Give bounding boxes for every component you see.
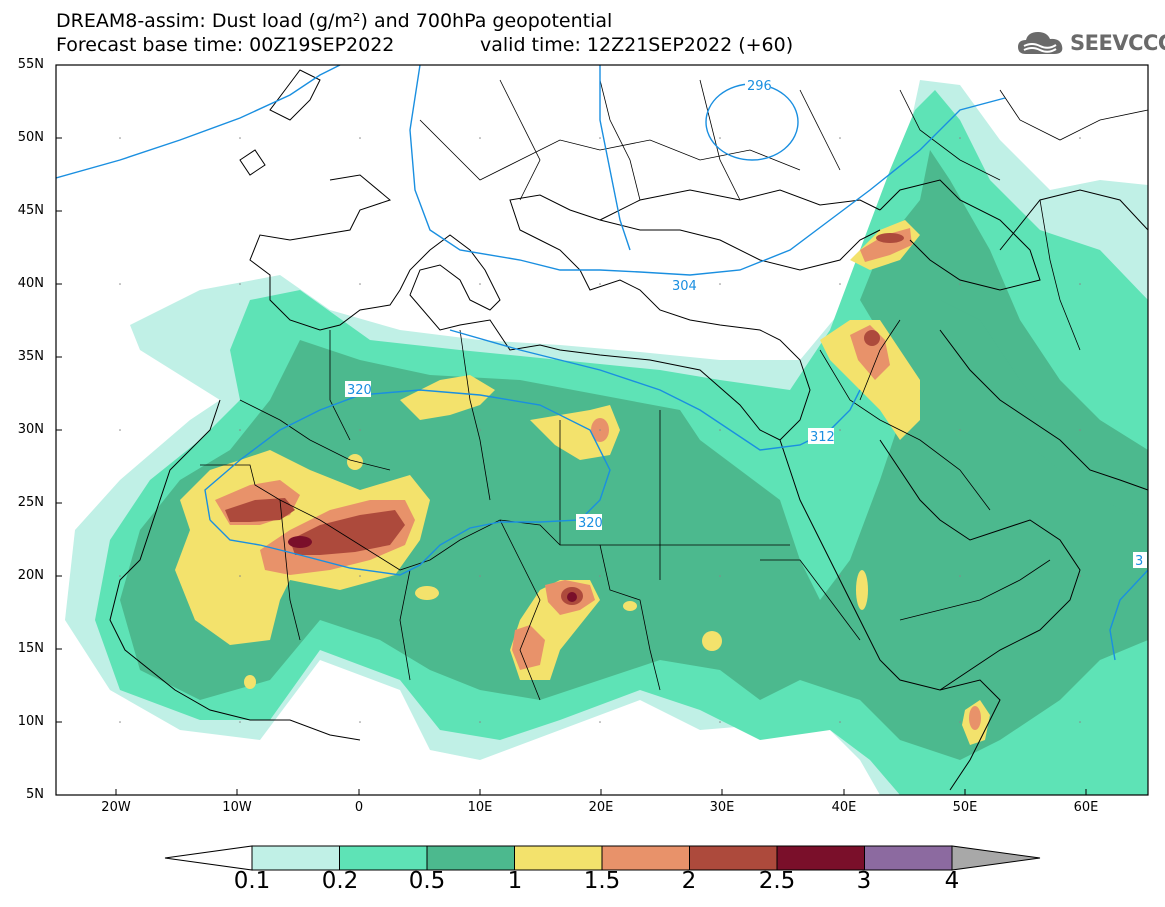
lon-label-20e: 20E — [588, 800, 614, 815]
contour-labels: 296 304 312 320 320 3 — [345, 77, 1147, 569]
colorbar-label-0-5: 0.5 — [408, 868, 446, 894]
colorbar-label-0-2: 0.2 — [321, 868, 359, 894]
contour-label-296: 296 — [747, 79, 772, 94]
contour-label-edge: 3 — [1135, 554, 1143, 569]
colorbar-label-2-5: 2.5 — [758, 868, 796, 894]
lat-label-5n: 5N — [26, 787, 44, 802]
colorbar-label-1-5: 1.5 — [583, 868, 621, 894]
lat-label-30n: 30N — [17, 422, 44, 437]
colorbar-label-1: 1 — [507, 868, 523, 894]
lon-label-40e: 40E — [831, 800, 857, 815]
coastlines — [109, 69, 1148, 791]
lon-label-60e: 60E — [1073, 800, 1099, 815]
colorbar-label-2: 2 — [681, 868, 697, 894]
lon-label-50e: 50E — [952, 800, 978, 815]
colorbar-label-4: 4 — [944, 868, 960, 894]
lon-label-10w: 10W — [222, 800, 252, 815]
lat-label-50n: 50N — [17, 130, 44, 145]
contour-label-320-north: 320 — [347, 383, 372, 398]
lat-label-15n: 15N — [17, 641, 44, 656]
lat-label-20n: 20N — [17, 568, 44, 583]
map-title: DREAM8-assim: Dust load (g/m²) and 700hP… — [56, 10, 613, 32]
lon-label-30e: 30E — [709, 800, 735, 815]
dust-region-dark-east — [940, 300, 1148, 520]
lon-label-0: 0 — [354, 800, 364, 815]
lat-label-40n: 40N — [17, 276, 44, 291]
lat-label-55n: 55N — [17, 57, 44, 72]
dust-region-dark — [120, 150, 1148, 760]
colorbar-label-0-1: 0.1 — [233, 868, 271, 894]
contour-label-304: 304 — [672, 279, 697, 294]
contour-label-320-south: 320 — [578, 516, 603, 531]
lat-label-45n: 45N — [17, 203, 44, 218]
dust-region-brown — [225, 233, 904, 605]
lat-label-35n: 35N — [17, 349, 44, 364]
geopotential-contours — [56, 65, 1148, 661]
lon-label-10e: 10E — [467, 800, 493, 815]
country-borders — [200, 79, 1148, 701]
logo-text: SEEVCCC — [1070, 31, 1165, 55]
lat-label-25n: 25N — [17, 495, 44, 510]
forecast-base-time: Forecast base time: 00Z19SEP2022 — [56, 34, 395, 56]
contour-label-312: 312 — [810, 430, 835, 445]
lat-label-10n: 10N — [17, 714, 44, 729]
dust-region-maroon — [288, 536, 577, 602]
grid-dots — [119, 137, 1081, 723]
axis-ticks — [56, 64, 1087, 796]
seevccc-logo: SEEVCCC — [1016, 26, 1165, 60]
colorbar-label-3: 3 — [856, 868, 872, 894]
valid-time: valid time: 12Z21SEP2022 (+60) — [480, 34, 794, 56]
cloud-icon — [1018, 32, 1063, 54]
lon-label-20w: 20W — [101, 800, 131, 815]
